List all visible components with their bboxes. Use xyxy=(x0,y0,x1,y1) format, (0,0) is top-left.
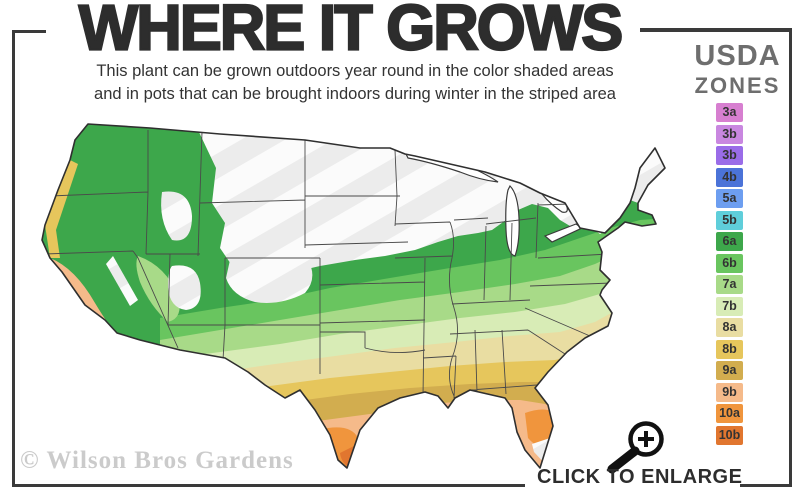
striped-area-oregon-east xyxy=(161,191,192,241)
striped-area-colorado xyxy=(226,257,313,303)
legend-title: USDA ZONES xyxy=(675,42,800,97)
click-to-enlarge-label[interactable]: CLICK TO ENLARGE xyxy=(537,466,743,488)
us-outline xyxy=(41,123,666,469)
zone-chip-7b: 7b xyxy=(716,296,743,316)
us-map-svg xyxy=(41,123,666,469)
zone-chip-8b: 8b xyxy=(716,339,743,359)
usda-zone-map[interactable] xyxy=(20,108,670,474)
zone-chip-5b: 5b xyxy=(716,210,743,230)
lake-ontario xyxy=(583,207,616,222)
legend-title-zones: ZONES xyxy=(694,73,781,98)
striped-area-sierra xyxy=(106,256,138,306)
frame-top-right-dash xyxy=(640,28,792,32)
zone-chip-5a: 5a xyxy=(716,189,743,208)
striped-area-utah xyxy=(168,265,201,310)
state-borders xyxy=(43,130,633,399)
zone-chip-7a: 7a xyxy=(716,275,743,294)
subtitle-line-1: This plant can be grown outdoors year ro… xyxy=(96,62,614,80)
zone-chip-9b: 9b xyxy=(716,382,743,402)
frame-top-left-dash xyxy=(12,30,46,33)
frame-bottom-right-dash xyxy=(740,484,792,487)
frame-bottom-border xyxy=(12,484,525,487)
zone-legend: 3a 3b 3b 4b 5a 5b 6a 6b 7a 7b 8a 8b 9a 9b 10a 10b xyxy=(716,103,743,447)
subtitle: This plant can be grown outdoors year ro… xyxy=(55,60,655,106)
zone-chip-10a: 10a xyxy=(716,404,743,423)
zone-chip-3b: 3b xyxy=(716,124,743,144)
magnifier-zoom-icon[interactable] xyxy=(602,416,664,474)
zone-chip-6b: 6b xyxy=(716,253,743,273)
subtitle-line-2: and in pots that can be brought indoors … xyxy=(94,85,616,104)
frame-left-border xyxy=(12,30,15,487)
zone-chip-9a: 9a xyxy=(716,361,743,380)
zone-chip-6a: 6a xyxy=(716,232,743,251)
striped-area-north xyxy=(198,130,665,274)
watermark: © Wilson Bros Gardens xyxy=(20,447,294,474)
frame-right-border xyxy=(789,28,792,487)
zone-chip-4b: 4b xyxy=(716,167,743,187)
zone-chip-10b: 10b xyxy=(716,425,743,445)
zone-chip-3a: 3a xyxy=(716,103,743,122)
zone-chip-3b: 3b xyxy=(716,146,743,165)
page-title: WHERE IT GROWS xyxy=(78,0,625,65)
zone-region-coast-oregon xyxy=(45,160,78,258)
legend-title-usda: USDA xyxy=(694,40,781,72)
zone-chip-8a: 8a xyxy=(716,318,743,337)
